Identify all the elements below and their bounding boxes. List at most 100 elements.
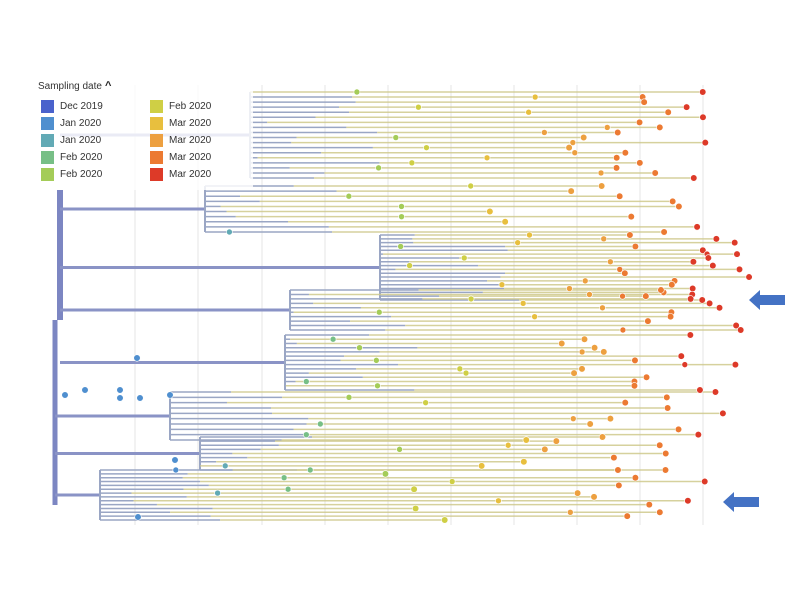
arrow-left-icon: [749, 290, 785, 310]
legend-swatch: [41, 168, 54, 181]
tip-node: [645, 501, 653, 509]
tip-node: [353, 88, 361, 96]
tip-node: [607, 258, 614, 266]
tip-node: [630, 382, 639, 390]
tip-node: [745, 273, 753, 281]
legend-title[interactable]: Sampling date ^: [38, 80, 111, 92]
legend-item[interactable]: Jan 2020: [41, 115, 103, 132]
legend-item[interactable]: Feb 2020: [41, 149, 103, 166]
tip-node: [396, 446, 403, 453]
tip-node: [284, 485, 292, 493]
tip-node: [61, 391, 69, 399]
tip-node: [397, 243, 404, 250]
tip-node: [662, 449, 670, 458]
tip-node: [514, 239, 521, 246]
tip-node: [166, 391, 174, 399]
tip-node: [525, 108, 532, 116]
tip-node: [456, 365, 464, 373]
tip-node: [626, 231, 634, 239]
tip-node: [306, 466, 314, 474]
tip-node: [610, 454, 618, 462]
legend-item[interactable]: Jan 2020: [41, 132, 103, 149]
tip-node: [687, 295, 695, 303]
tip-node: [616, 192, 624, 200]
tip-node: [172, 466, 180, 474]
tip-node: [682, 103, 691, 111]
tip-node: [467, 295, 475, 303]
tip-node: [478, 462, 486, 470]
tip-node: [392, 134, 400, 141]
legend-item[interactable]: Feb 2020: [150, 98, 211, 115]
tip-node: [408, 159, 416, 167]
tip-node: [586, 291, 593, 298]
caret-up-icon[interactable]: ^: [104, 80, 112, 92]
legend-item[interactable]: Mar 2020: [150, 149, 211, 166]
legend-item[interactable]: Dec 2019: [41, 98, 103, 115]
tip-node: [733, 250, 741, 258]
tip-node: [656, 441, 664, 449]
tip-node: [686, 331, 694, 339]
tip-node: [573, 489, 582, 497]
tip-node: [520, 458, 528, 466]
tip-node: [406, 262, 413, 269]
tip-node: [600, 235, 608, 243]
tip-node: [614, 128, 622, 137]
tip-node: [600, 348, 608, 356]
tree-tips: [61, 88, 753, 524]
legend-swatch: [41, 100, 54, 113]
tip-node: [656, 508, 664, 516]
tip-node: [345, 192, 353, 200]
tip-node: [411, 504, 420, 513]
legend-item[interactable]: Feb 2020: [41, 166, 103, 183]
tip-node: [657, 286, 665, 294]
tip-node: [280, 474, 288, 481]
tip-node: [675, 202, 683, 211]
tip-node: [621, 149, 629, 157]
tip-node: [565, 144, 573, 152]
tip-node: [373, 357, 380, 364]
tip-node: [689, 284, 697, 293]
tip-node: [613, 154, 621, 162]
tip-node: [709, 261, 717, 270]
arrow-left-icon: [723, 492, 759, 512]
tip-node: [136, 394, 144, 402]
legend-swatch: [41, 151, 54, 164]
tip-node: [696, 386, 704, 394]
tip-node: [375, 164, 382, 172]
tip-node: [689, 258, 697, 266]
tip-node: [486, 207, 494, 216]
tip-node: [590, 493, 598, 501]
legend-item[interactable]: Mar 2020: [150, 166, 211, 183]
tip-node: [345, 394, 353, 401]
tip-node: [656, 123, 664, 132]
tip-node: [460, 254, 468, 262]
tip-node: [226, 228, 233, 236]
legend-label: Feb 2020: [169, 101, 212, 112]
tip-node: [612, 164, 621, 172]
legend-swatch: [150, 117, 163, 130]
tip-node: [704, 254, 712, 262]
legend-label: Mar 2020: [169, 169, 212, 180]
tip-node: [467, 182, 475, 190]
tip-node: [737, 326, 745, 334]
tip-node: [701, 477, 709, 486]
tip-node: [631, 474, 639, 482]
tip-node: [569, 139, 577, 146]
legend-item[interactable]: Mar 2020: [150, 132, 211, 149]
tip-node: [705, 299, 714, 307]
sampling-date-legend: Sampling date ^ Dec 2019 Jan 2020 Jan 20…: [38, 80, 253, 190]
tip-node: [495, 497, 502, 505]
tip-node: [580, 335, 589, 343]
tip-node: [410, 485, 418, 493]
tip-node: [664, 404, 672, 412]
tip-node: [329, 335, 337, 343]
tip-node: [642, 373, 651, 381]
legend-label: Feb 2020: [60, 169, 103, 180]
tip-node: [599, 304, 606, 312]
legend-item[interactable]: Mar 2020: [150, 115, 211, 132]
legend-swatch: [41, 117, 54, 130]
tip-node: [422, 399, 429, 406]
tip-node: [597, 169, 605, 177]
tip-node: [356, 344, 363, 351]
